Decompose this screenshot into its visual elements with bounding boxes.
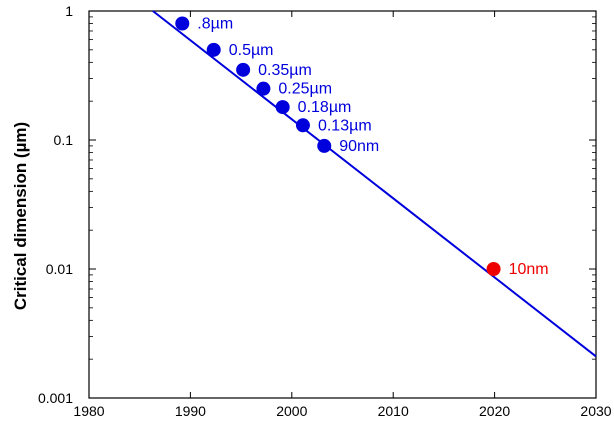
plot-area (88, 10, 597, 399)
y-axis-title: Critical dimension (µm) (11, 122, 30, 310)
x-tick-label: 2000 (276, 403, 307, 419)
data-label: 0.25µm (278, 81, 332, 98)
x-axis: 1980 1990 2000 2010 2020 2030 (73, 11, 612, 419)
data-label: 10nm (509, 261, 549, 278)
y-tick-label: 0.001 (38, 390, 73, 406)
data-label: 0.5µm (229, 42, 274, 59)
x-tick-label: 1990 (175, 403, 206, 419)
data-label: 0.35µm (258, 62, 312, 79)
data-point (295, 118, 310, 133)
x-tick-label: 1980 (73, 403, 104, 419)
data-point (275, 100, 290, 115)
data-points (175, 16, 501, 276)
data-point (317, 138, 332, 153)
x-tick-label: 2020 (479, 403, 510, 419)
y-tick-label: 1 (65, 3, 73, 19)
data-point (175, 16, 190, 31)
data-point (256, 81, 271, 96)
x-tick-label: 2010 (378, 403, 409, 419)
x-tick-label: 2030 (580, 403, 611, 419)
data-point (206, 42, 221, 57)
data-label: 0.13µm (318, 117, 372, 134)
trend-line-group (152, 10, 597, 358)
data-point (236, 62, 251, 77)
y-axis: 0.001 0.01 0.1 1 (38, 3, 596, 406)
data-point (486, 262, 501, 276)
y-tick-label: 0.1 (54, 132, 74, 148)
plot-border (88, 10, 597, 399)
trend-line (152, 10, 597, 358)
y-tick-label: 0.01 (46, 261, 73, 277)
data-label: .8µm (197, 16, 233, 33)
data-label: 0.18µm (298, 99, 352, 116)
data-label: 90nm (339, 138, 379, 155)
